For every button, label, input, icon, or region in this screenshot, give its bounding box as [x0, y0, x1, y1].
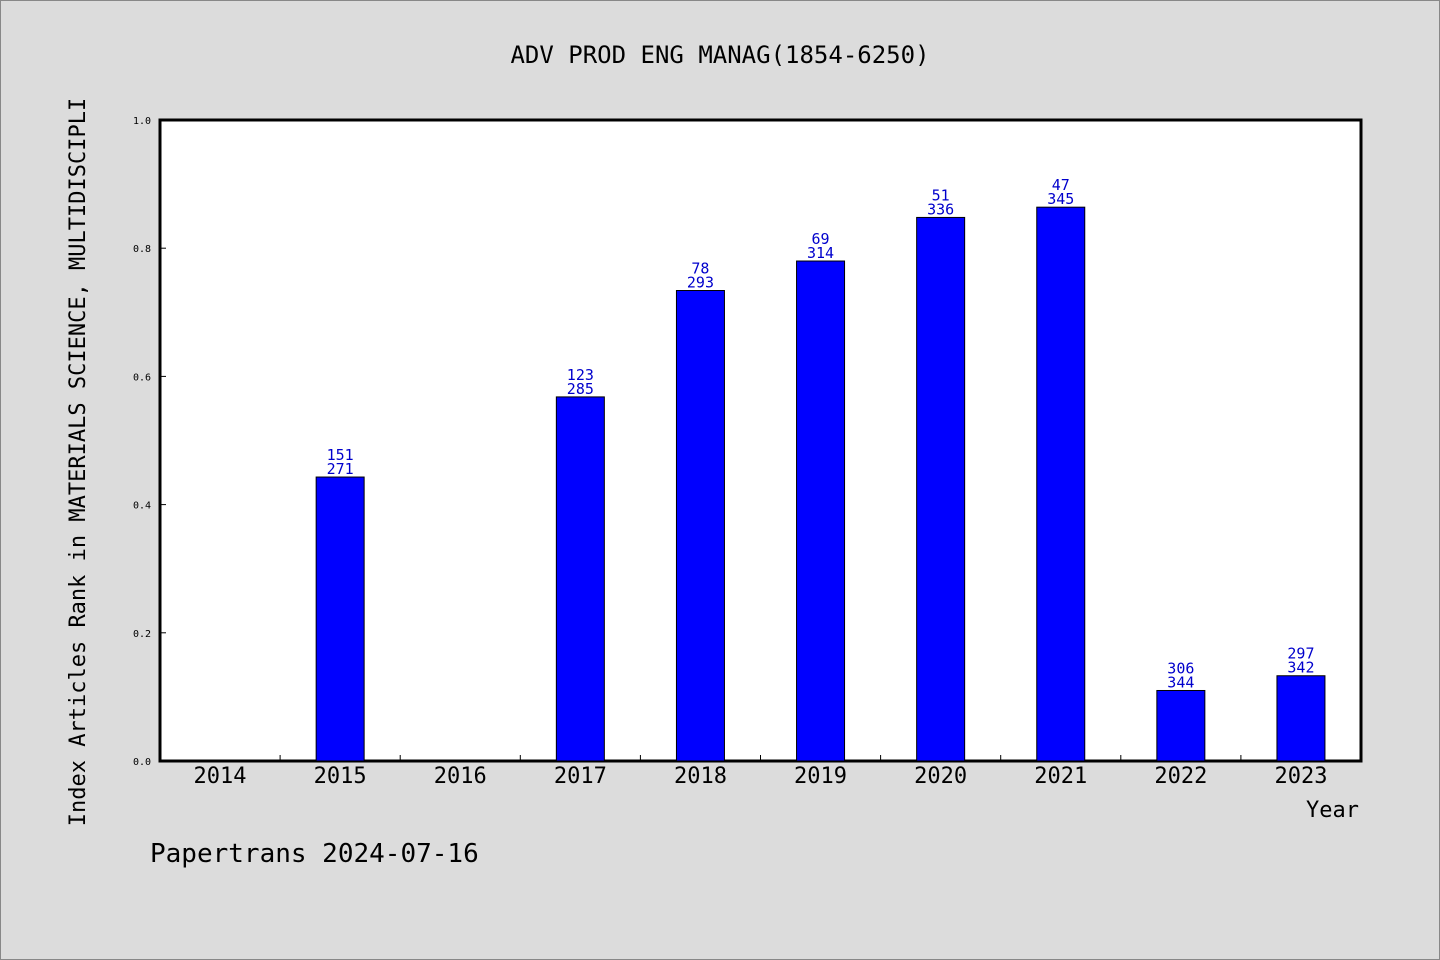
- bar-label-rank: 297: [1287, 645, 1314, 663]
- x-axis: 2014 2015 2016 2017 2018 2019 2020 2021 2022 2023: [194, 755, 1327, 789]
- x-tick-label: 2015: [314, 764, 367, 789]
- bar-label-rank: 123: [567, 366, 594, 384]
- bar-2022: [1156, 689, 1206, 762]
- y-tick-label: 0.6: [133, 372, 151, 383]
- x-axis-label: Year: [1306, 798, 1359, 823]
- y-tick-label: 0.2: [133, 629, 151, 640]
- bar-label-rank: 51: [932, 186, 950, 204]
- x-tick-label: 2022: [1154, 764, 1207, 789]
- chart-title: ADV PROD ENG MANAG(1854-6250): [510, 41, 929, 69]
- bar-2018: [675, 290, 725, 762]
- bar-2021: [1036, 206, 1086, 762]
- x-tick-label: 2014: [194, 764, 247, 789]
- x-tick-label: 2019: [794, 764, 847, 789]
- bar-label-total: 285: [567, 380, 594, 398]
- bar-label-total: 271: [327, 460, 354, 478]
- bar-2020: [916, 216, 966, 762]
- x-tick-label: 2021: [1034, 764, 1087, 789]
- y-tick-label: 0.4: [133, 501, 151, 512]
- bar-label-total: 314: [807, 244, 834, 262]
- bar-2017: [555, 396, 605, 762]
- x-tick-label: 2023: [1274, 764, 1327, 789]
- bar-label-rank: 78: [691, 260, 709, 278]
- bar-label-rank: 47: [1052, 176, 1070, 194]
- x-tick-label: 2020: [914, 764, 967, 789]
- bar-label-rank: 306: [1167, 659, 1194, 677]
- y-tick-label: 1.0: [133, 116, 151, 127]
- x-tick-label: 2016: [434, 764, 487, 789]
- y-tick-label: 0.0: [133, 757, 151, 768]
- x-tick-label: 2018: [674, 764, 727, 789]
- footer-text: Papertrans 2024-07-16: [150, 839, 479, 869]
- bar-label-total: 342: [1287, 659, 1314, 677]
- y-tick-label: 0.8: [133, 244, 151, 255]
- bar-label-total: 336: [927, 200, 954, 218]
- y-axis: 0.0 0.2 0.4 0.6 0.8 1.0: [133, 116, 166, 768]
- bar-2015: [315, 476, 365, 762]
- x-tick-label: 2017: [554, 764, 607, 789]
- bar-label-total: 293: [687, 274, 714, 292]
- bar-label-total: 344: [1167, 673, 1194, 691]
- bar-label-rank: 151: [327, 446, 354, 464]
- bar-2023: [1276, 675, 1326, 762]
- bar-label-rank: 69: [812, 230, 830, 248]
- y-axis-label: Index Articles Rank in MATERIALS SCIENCE…: [66, 98, 91, 826]
- bars: [315, 206, 1326, 762]
- bar-label-total: 345: [1047, 190, 1074, 208]
- bar-2019: [796, 260, 846, 762]
